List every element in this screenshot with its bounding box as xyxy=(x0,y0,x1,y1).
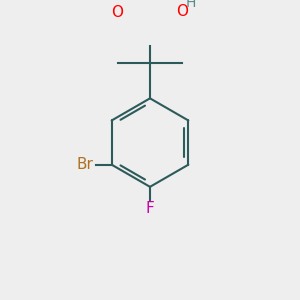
Text: H: H xyxy=(186,0,196,10)
Text: Br: Br xyxy=(76,157,93,172)
Text: O: O xyxy=(112,5,124,20)
Text: F: F xyxy=(146,202,154,217)
Text: O: O xyxy=(176,4,188,19)
